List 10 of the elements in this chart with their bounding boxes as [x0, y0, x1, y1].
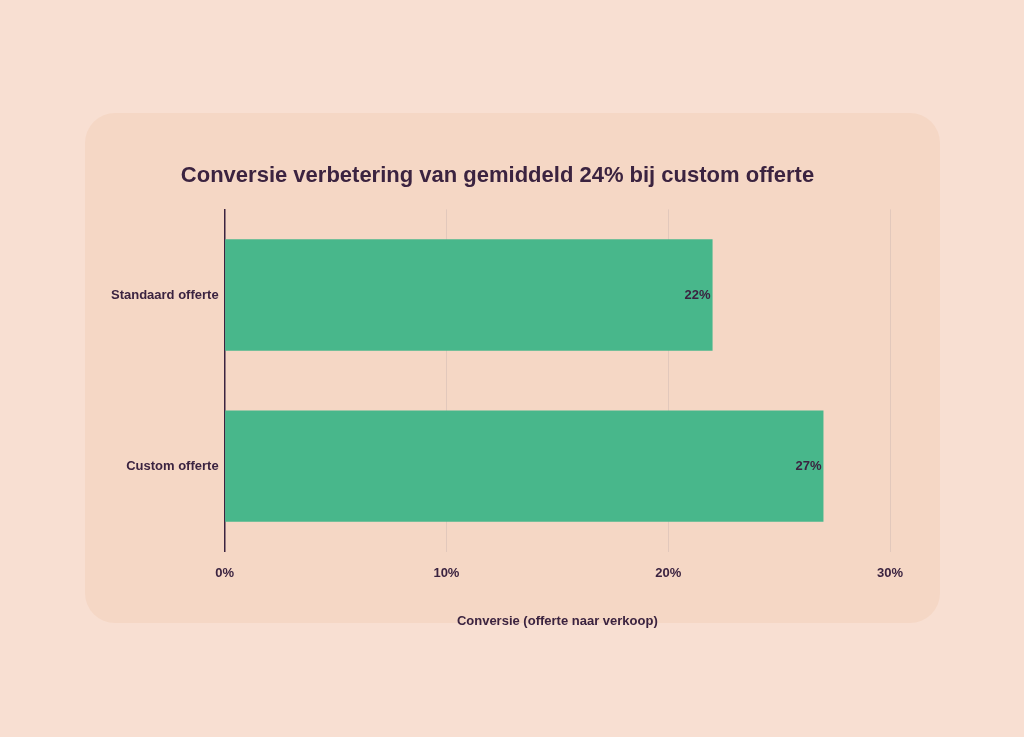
x-tick-label: 20%	[655, 565, 682, 581]
x-axis-title: Conversie (offerte naar verkoop)	[456, 612, 658, 628]
chart-title: Conversie verbetering van gemiddeld 24% bij custom offerte	[180, 162, 815, 188]
y-tick-label: Custom offerte	[126, 457, 219, 473]
x-tick-label: 30%	[876, 565, 904, 581]
y-tick-label: Standaard offerte	[110, 286, 219, 302]
x-tick-label: 10%	[433, 565, 460, 581]
data-label: 22%	[684, 286, 711, 302]
x-tick-label: 0%	[215, 565, 235, 581]
data-label: 27%	[795, 457, 822, 473]
